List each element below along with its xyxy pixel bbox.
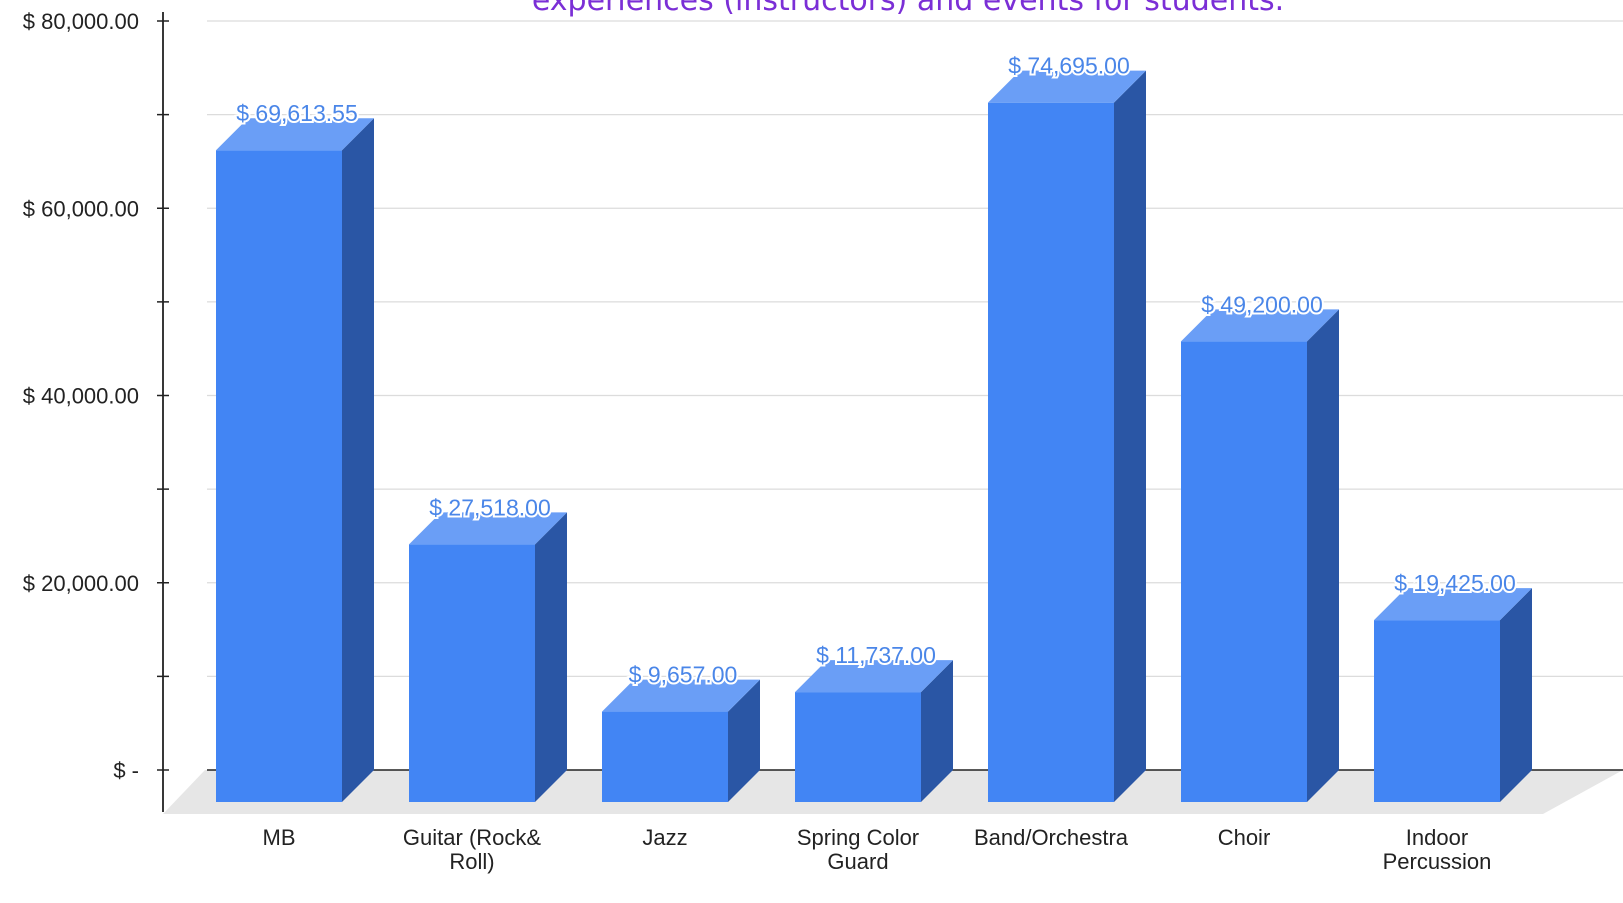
bar-top <box>988 70 1146 103</box>
x-tick-label: Band/Orchestra <box>974 825 1129 850</box>
data-label: $ 19,425.00 <box>1394 570 1516 596</box>
x-tick-label: Spring Color Guard <box>797 825 919 874</box>
y-tick-label: $ 40,000.00 <box>23 384 139 409</box>
chart-title: experiences (instructors) and events for… <box>532 0 1284 18</box>
data-labels: $ 69,613.55 $ 27,518.00 $ 9,657.00 $ 11,737… <box>234 51 1518 690</box>
bar-top <box>602 679 760 712</box>
x-tick-label: Indoor Percussion <box>1383 825 1492 874</box>
x-tick-label: Guitar (Rock& Roll) <box>403 825 541 874</box>
data-label: $ 49,200.00 <box>1201 291 1323 317</box>
bar-front <box>795 692 921 802</box>
bar <box>988 70 1146 802</box>
data-label: $ 11,737.00 <box>816 642 936 668</box>
bar-side <box>1114 70 1146 802</box>
bar-side <box>535 512 567 802</box>
data-label: $ 74,695.00 <box>1008 53 1130 79</box>
x-axis-labels: MB Guitar (Rock& Roll) Jazz Spring Color Guar… <box>263 825 1492 874</box>
y-axis: $ - $ 20,000.00 $ 40,000.00 $ 60,000.00 $ 80… <box>23 9 169 812</box>
bar-front <box>1181 341 1307 802</box>
data-label: $ 9,657.00 <box>629 662 738 688</box>
chart-title-layer: experiences (instructors) and events for… <box>532 0 1284 18</box>
y-tick-label: $ 60,000.00 <box>23 196 139 221</box>
y-tick-label: $ - <box>113 758 139 783</box>
bar-front <box>216 150 342 802</box>
x-tick-label: Jazz <box>642 825 687 850</box>
bar-front <box>1374 620 1500 802</box>
y-tick-label: $ 20,000.00 <box>23 571 139 596</box>
bar-top <box>409 512 567 545</box>
bar <box>602 679 760 802</box>
bar-side <box>728 679 760 802</box>
bar-front <box>409 544 535 802</box>
bar-top <box>795 660 953 693</box>
y-tick-label: $ 80,000.00 <box>23 9 139 34</box>
bar-side <box>342 118 374 802</box>
bar-top <box>216 118 374 151</box>
bars <box>216 70 1532 802</box>
bar <box>409 512 567 802</box>
bar <box>216 118 374 802</box>
bar-top <box>1181 309 1339 342</box>
x-tick-label: MB <box>263 825 296 850</box>
data-label: $ 27,518.00 <box>429 494 551 520</box>
bar-front <box>602 711 728 802</box>
bar <box>795 660 953 802</box>
bar-side <box>1500 588 1532 802</box>
bar-side <box>921 660 953 802</box>
x-tick-label: Choir <box>1218 825 1271 850</box>
bar-top <box>1374 588 1532 621</box>
bar <box>1181 309 1339 802</box>
bar <box>1374 588 1532 802</box>
data-label: $ 69,613.55 <box>236 100 358 126</box>
bar-front <box>988 102 1114 802</box>
bar-side <box>1307 309 1339 802</box>
